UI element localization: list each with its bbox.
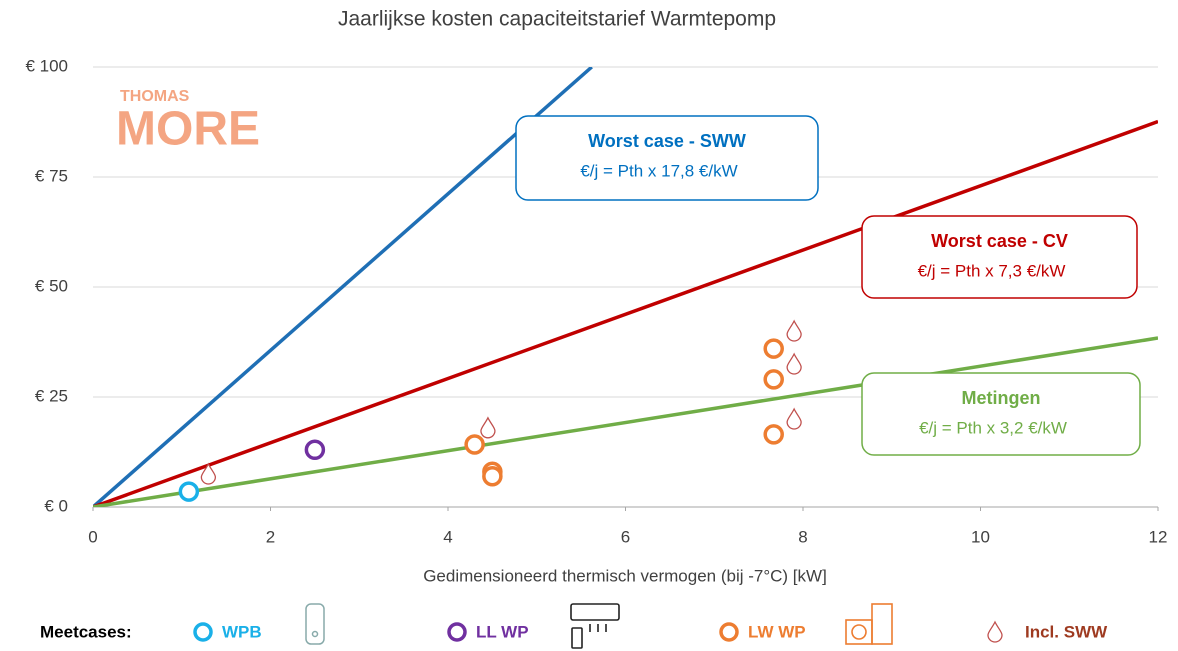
annotation-title: Worst case - CV: [931, 231, 1068, 251]
drop-marker: [480, 416, 496, 439]
x-tick-label: 0: [88, 527, 97, 546]
annotation-title: Metingen: [962, 388, 1041, 408]
icon-airco: [570, 603, 620, 649]
point: [304, 439, 326, 461]
y-tick-label: € 50: [35, 276, 68, 295]
icon-boiler: [305, 603, 325, 645]
x-tick-label: 4: [443, 527, 452, 546]
point: [763, 338, 784, 359]
point: [763, 369, 784, 390]
plot-area: [93, 67, 1158, 507]
x-tick-label: 12: [1149, 527, 1168, 546]
x-tick-label: 10: [971, 527, 990, 546]
point: [178, 481, 200, 502]
annotation-box: [861, 215, 1138, 299]
trend-line: [93, 119, 1158, 507]
legend-label: Incl. SWW: [1025, 622, 1108, 641]
legend-title: Meetcases:: [40, 622, 132, 641]
point: [482, 465, 503, 487]
legend-label: WPB: [222, 622, 262, 641]
y-tick-label: € 25: [35, 386, 68, 405]
y-tick-label: € 100: [25, 56, 68, 75]
point: [464, 434, 485, 455]
annotation-box: [515, 115, 819, 201]
legend-marker: [719, 622, 739, 642]
point: [763, 424, 784, 445]
annotation-box: [861, 372, 1141, 456]
drop-marker: [786, 407, 802, 430]
x-axis-label: Gedimensioneerd thermisch vermogen (bij …: [423, 566, 827, 585]
annotation-text: €/j = Pth x 3,2 €/kW: [919, 418, 1067, 437]
y-tick-label: € 0: [44, 496, 68, 515]
annotation-text: €/j = Pth x 7,3 €/kW: [918, 261, 1066, 280]
annotation-title: Worst case - SWW: [588, 131, 746, 151]
logo-bottom: MORE: [116, 103, 260, 156]
y-tick-label: € 75: [35, 166, 68, 185]
icon-heatpump: [845, 603, 893, 645]
legend-label: LL WP: [476, 622, 529, 641]
trend-line: [93, 336, 1158, 507]
chart-title: Jaarlijkse kosten capaciteitstarief Warm…: [338, 8, 776, 31]
annotation-text: €/j = Pth x 17,8 €/kW: [580, 161, 737, 180]
x-tick-label: 8: [798, 527, 807, 546]
trend-line: [93, 67, 593, 507]
x-tick-label: 6: [621, 527, 630, 546]
drop-marker: [786, 352, 802, 375]
x-tick-label: 2: [266, 527, 275, 546]
legend-label: LW WP: [748, 622, 806, 641]
logo-top: THOMAS: [120, 88, 190, 105]
drop-marker: [200, 462, 217, 485]
legend-marker: [447, 622, 467, 642]
legend-marker: [193, 622, 213, 642]
legend-marker: [987, 620, 1003, 643]
drop-marker: [786, 319, 802, 342]
